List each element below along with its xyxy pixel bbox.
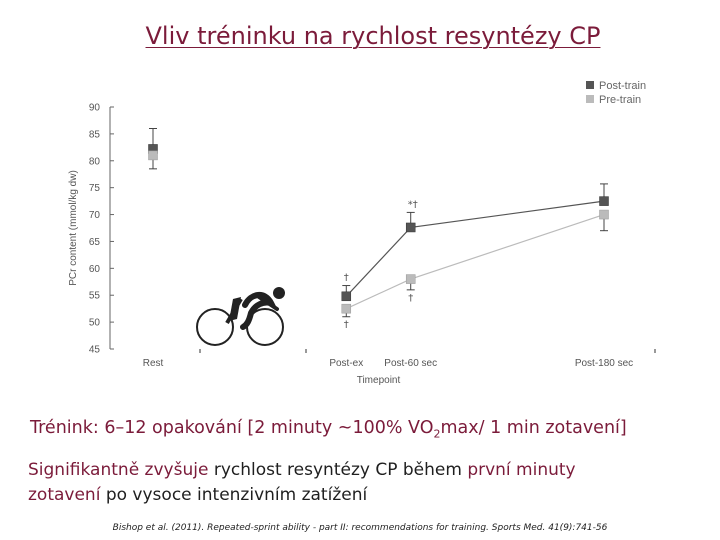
citation: Bishop et al. (2011). Repeated-sprint ab… — [112, 523, 608, 533]
y-axis-label: PCr content (mmol/kg dw) — [68, 170, 79, 286]
significance-mark: *† — [408, 199, 418, 210]
finding-body: rychlost resyntézy CP během — [208, 460, 468, 480]
y-tick-label: 55 — [89, 291, 101, 302]
y-tick-label: 80 — [89, 156, 101, 167]
y-tick-label: 75 — [89, 183, 101, 194]
y-tick-label: 85 — [89, 129, 101, 140]
training-protocol: Trénink: 6–12 opakování [2 minuty ~100% … — [30, 418, 710, 441]
slide-title: Vliv tréninku na rychlost resyntézy CP — [145, 22, 601, 50]
y-tick-label: 70 — [89, 210, 101, 221]
x-axis-label: Timepoint — [357, 375, 401, 386]
pcr-chart: 45 50 55 60 65 70 75 80 85 90 PCr content (mmol/kg… — [68, 80, 656, 386]
x-tick-label: Post-ex — [329, 358, 363, 369]
data-point — [341, 291, 352, 302]
cyclist-icon — [196, 287, 285, 346]
y-tick-label: 60 — [89, 264, 101, 275]
legend-swatch — [586, 95, 594, 103]
y-tick-label: 50 — [89, 318, 101, 329]
data-point — [405, 274, 416, 284]
error-bars — [149, 128, 608, 318]
data-point — [599, 196, 609, 206]
finding-emphasis-recovery: zotavení — [28, 485, 101, 505]
training-text: Trénink: 6–12 opakování [2 minuty ~100% … — [30, 418, 434, 438]
x-tick-label: Rest — [143, 358, 164, 369]
data-point — [405, 222, 416, 233]
chart-legend: Post-train Pre-train — [586, 80, 646, 106]
training-text-end: max/ 1 min zotavení] — [440, 418, 627, 438]
legend-label: Post-train — [599, 80, 646, 92]
legend-label: Pre-train — [599, 94, 641, 106]
x-tick-label: Post-60 sec — [384, 358, 437, 369]
y-tick-label: 65 — [89, 237, 101, 248]
chart-axes: 45 50 55 60 65 70 75 80 85 90 PCr content (mmol/kg… — [68, 103, 656, 386]
finding-emphasis-minute: první minuty — [467, 460, 576, 480]
x-tick-label: Post-180 sec — [575, 358, 633, 369]
series-lines — [345, 200, 605, 310]
data-point — [341, 303, 352, 314]
significance-mark: † — [344, 273, 349, 284]
significance-mark: † — [344, 320, 349, 331]
training-subscript: 2 — [433, 427, 441, 441]
data-point — [599, 209, 609, 220]
data-point — [148, 150, 158, 161]
series-line — [346, 213, 605, 310]
series-line — [345, 200, 605, 297]
y-tick-label: 90 — [89, 103, 101, 114]
y-tick-label: 45 — [89, 345, 101, 356]
significance-mark: † — [408, 293, 413, 304]
legend-swatch — [586, 81, 594, 89]
finding-emphasis: Signifikantně zvyšuje — [28, 460, 209, 480]
significance-marks: † *† † † — [344, 199, 418, 330]
data-points — [148, 144, 609, 314]
finding-text: Signifikantně zvyšuje rychlost resyntézy… — [28, 458, 708, 508]
finding-tail: po vysoce intenzivním zatížení — [100, 485, 368, 505]
